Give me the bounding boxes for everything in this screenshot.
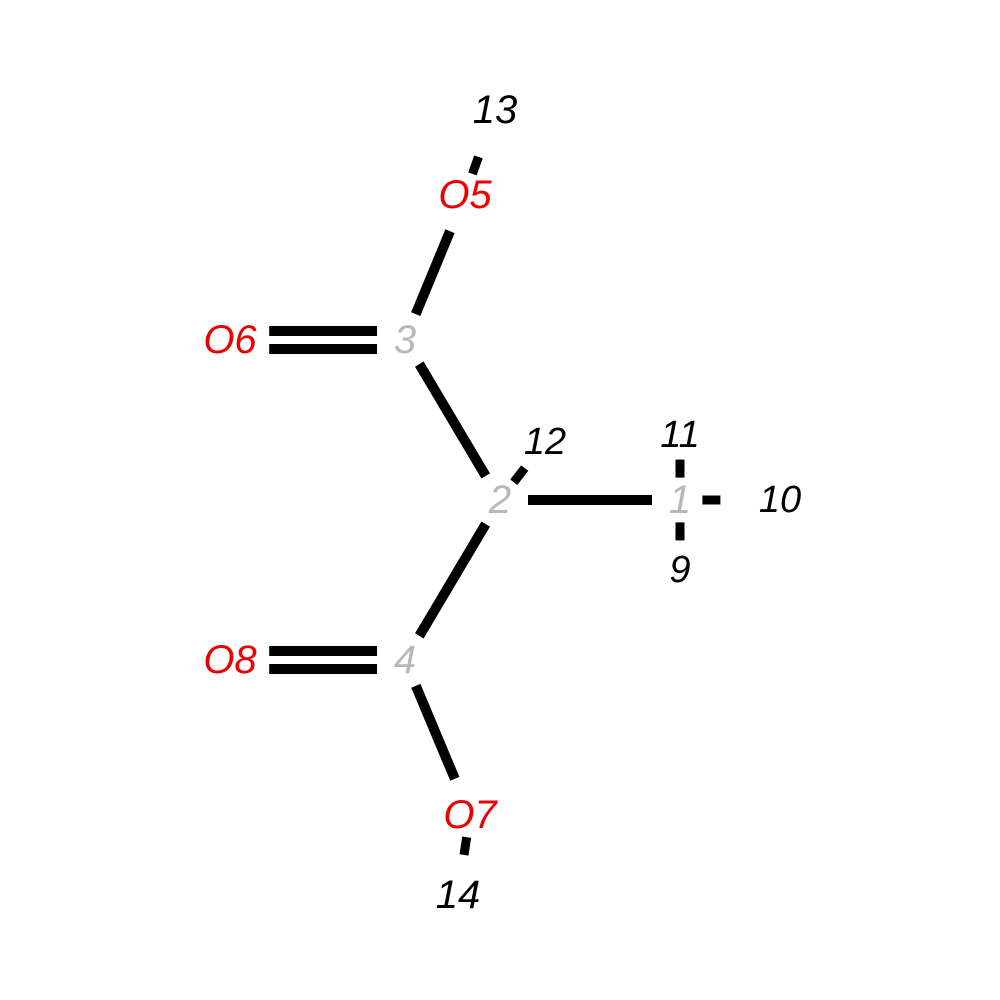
- atom-label-9: 9: [669, 549, 690, 591]
- atom-label-12: 12: [524, 421, 566, 463]
- atom-label-14: 14: [436, 873, 481, 917]
- atom-label-4: 4: [394, 638, 416, 682]
- atom-label-O8: O8: [203, 638, 257, 682]
- atom-label-1: 1: [669, 478, 691, 522]
- atom-label-10: 10: [759, 479, 801, 521]
- atom-label-11: 11: [660, 414, 699, 456]
- atom-label-O6: O6: [203, 318, 257, 362]
- atom-label-O5: O5: [438, 173, 492, 217]
- atom-label-2: 2: [488, 478, 511, 522]
- atom-label-13: 13: [473, 88, 518, 132]
- atom-label-O7: O7: [443, 793, 498, 837]
- molecule-diagram: 1234O5O6O7O891011121314: [0, 0, 1000, 1000]
- atom-label-3: 3: [394, 318, 416, 362]
